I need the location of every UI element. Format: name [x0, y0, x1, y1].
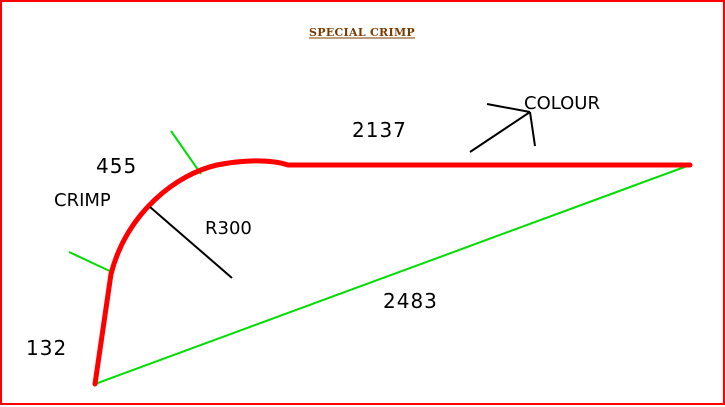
drawing-title: SPECIAL CRIMP	[309, 26, 415, 39]
colour-arrow-head-left	[486, 103, 531, 113]
crimp-tick-upper	[170, 130, 202, 175]
radius-leader-line	[149, 206, 233, 279]
sheet-profile	[92, 158, 693, 387]
crimp-tick-lower	[68, 251, 115, 274]
dimension-arc-length: 455	[96, 154, 137, 178]
colour-arrow-head-right	[529, 111, 536, 147]
dimension-bottom-leg: 132	[26, 336, 67, 360]
radius-label: R300	[205, 218, 252, 239]
crimp-label: CRIMP	[54, 190, 111, 211]
colour-arrow-shaft	[469, 111, 531, 153]
dimension-top-run: 2137	[352, 118, 407, 142]
colour-label: COLOUR	[524, 93, 600, 114]
dimension-diagonal: 2483	[383, 289, 438, 313]
diagonal-dimension-line	[94, 164, 691, 385]
